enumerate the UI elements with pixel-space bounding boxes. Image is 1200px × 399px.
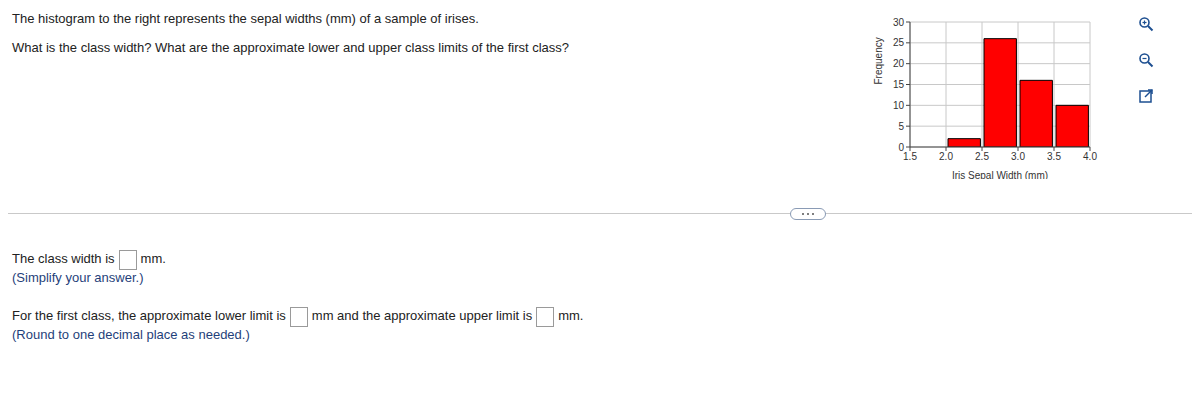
html-text:mm.: mm. — [140, 251, 166, 266]
html-text:For the first class, the appro: For the first class, the approximate low… — [12, 308, 286, 323]
svg-text:5: 5 — [898, 121, 904, 132]
html-text:mm and the approximate upper l: mm and the approximate upper limit is — [311, 308, 533, 323]
svg-text:3.0: 3.0 — [1011, 151, 1025, 162]
svg-text:Frequency: Frequency — [873, 37, 884, 84]
svg-text:25: 25 — [893, 37, 905, 48]
svg-text:3.5: 3.5 — [1047, 151, 1061, 162]
svg-text:2.5: 2.5 — [975, 151, 989, 162]
svg-text:4.0: 4.0 — [1083, 151, 1097, 162]
html-text:What is the class width? What: What is the class width? What are the ap… — [12, 40, 570, 55]
html-text:mm.: mm. — [558, 308, 584, 323]
svg-text:20: 20 — [893, 58, 905, 69]
svg-text:Iris Sepal Width (mm): Iris Sepal Width (mm) — [952, 170, 1048, 179]
html-text:The histogram to the right rep: The histogram to the right represents th… — [12, 11, 479, 26]
html-text:(Round to one decimal place as: (Round to one decimal place as needed.) — [12, 327, 250, 342]
html-text:(Simplify your answer.): (Simplify your answer.) — [12, 270, 144, 285]
svg-text:2.0: 2.0 — [939, 151, 953, 162]
svg-text:0: 0 — [898, 142, 904, 153]
svg-text:10: 10 — [893, 100, 905, 111]
html-text:The class width is: The class width is — [12, 251, 115, 266]
svg-text:15: 15 — [893, 79, 905, 90]
svg-text:30: 30 — [893, 17, 905, 28]
svg-text:1.5: 1.5 — [903, 151, 917, 162]
